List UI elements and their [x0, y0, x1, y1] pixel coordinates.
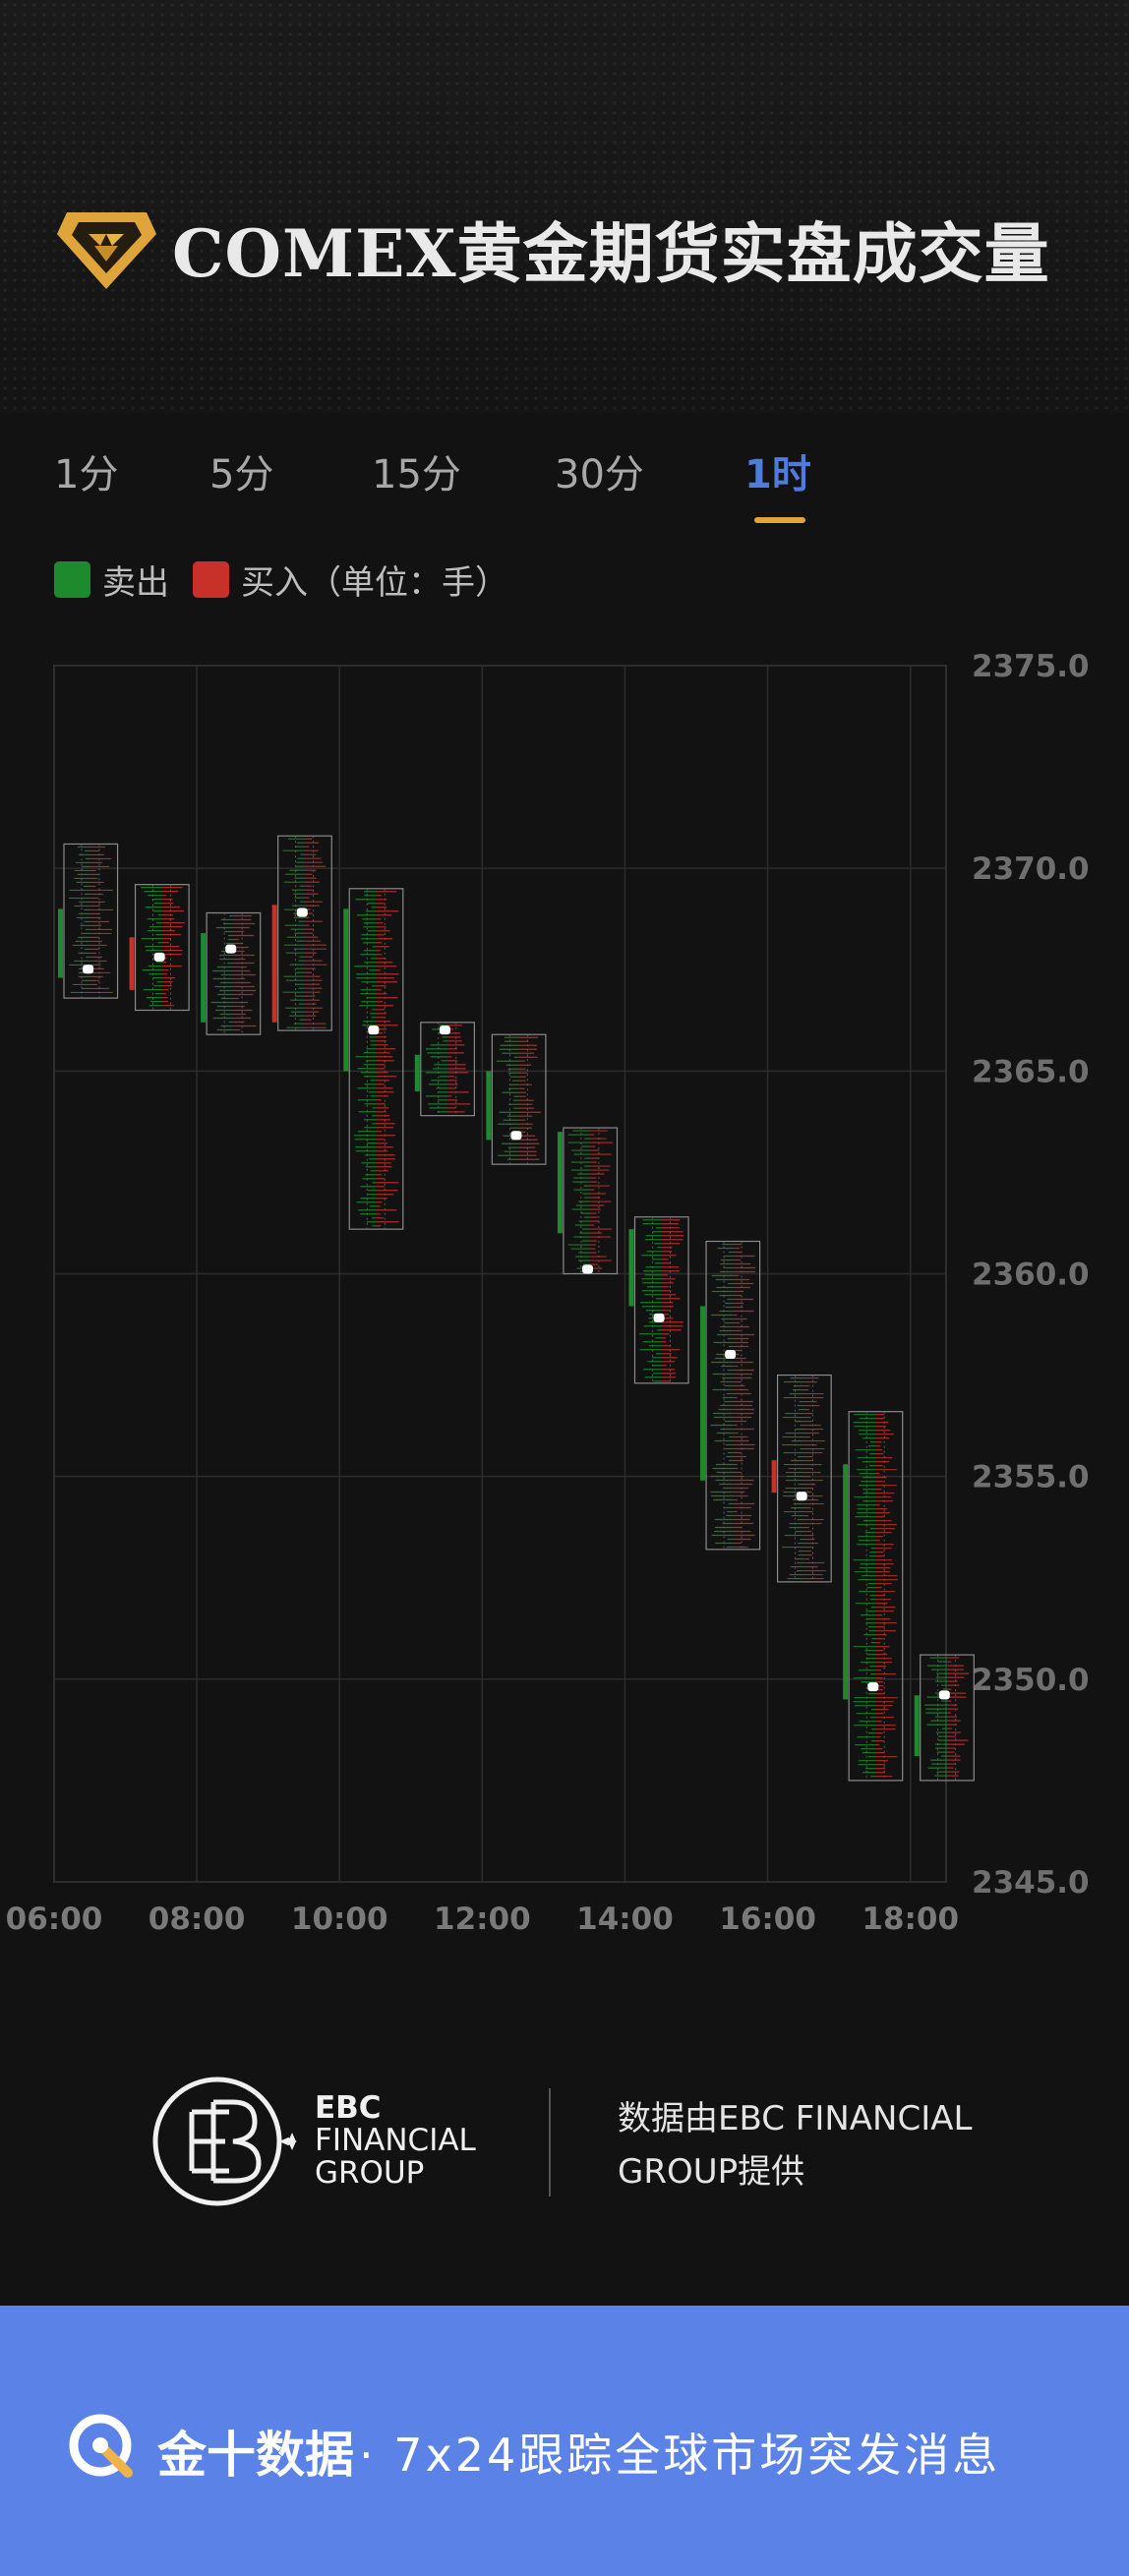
legend-sell: 卖出	[54, 556, 169, 604]
candle-body	[58, 908, 63, 978]
profile-box	[277, 835, 332, 1031]
profile-box	[420, 1022, 475, 1117]
x-tick-label: 16:00	[719, 1902, 816, 1937]
poc-marker	[582, 1264, 594, 1274]
candle-body	[343, 908, 349, 1072]
profile-box	[491, 1033, 547, 1165]
legend: 卖出 买入（单位：手）	[54, 556, 532, 604]
ebc-wordmark-line1: EBC	[315, 2090, 382, 2126]
x-tick-label: 12:00	[434, 1902, 531, 1937]
tab-5min[interactable]: 5分	[209, 452, 274, 498]
profile-box	[848, 1411, 904, 1782]
profile-box	[633, 1216, 689, 1384]
tab-15min[interactable]: 15分	[372, 452, 461, 498]
page-title: COMEX黄金期货实盘成交量	[172, 214, 1050, 292]
data-provider-text: 数据由EBC FINANCIAL GROUP提供	[618, 2099, 973, 2192]
x-tick-label: 18:00	[862, 1902, 959, 1937]
legend-sell-label: 卖出	[102, 563, 169, 603]
profile-box	[63, 843, 119, 999]
volume-profile-chart: 2375.0 2370.0 2365.0 2360.0 2355.0 2350.0 2345…	[6, 649, 1090, 1937]
legend-sell-swatch	[54, 561, 90, 598]
profile-box	[920, 1654, 975, 1782]
x-tick-label: 06:00	[6, 1902, 103, 1937]
poc-marker	[225, 944, 237, 954]
candle-body	[129, 937, 135, 990]
tab-1hour[interactable]: 1时	[744, 452, 811, 498]
poc-marker	[725, 1349, 737, 1359]
profile-box	[776, 1374, 832, 1583]
promo-banner[interactable]: 金十数据 · 7x24跟踪全球市场突发消息	[0, 2306, 1129, 2576]
banner-slogan: · 7x24跟踪全球市场突发消息	[359, 2429, 1001, 2482]
candle-body	[700, 1306, 706, 1481]
timeframe-tabs: 1分 5分 15分 30分 1时	[0, 442, 1129, 531]
poc-marker	[439, 1025, 450, 1035]
profile-box	[134, 884, 190, 1012]
x-tick-label: 08:00	[149, 1902, 246, 1937]
legend-buy-label: 买入（单位：手）	[241, 563, 508, 603]
y-tick-label: 2375.0	[972, 649, 1090, 684]
poc-marker	[368, 1025, 380, 1035]
y-tick-label: 2345.0	[972, 1865, 1090, 1901]
candle-body	[557, 1132, 563, 1234]
x-tick-label: 10:00	[291, 1902, 388, 1937]
candle-body	[914, 1695, 920, 1757]
poc-marker	[153, 952, 165, 962]
y-tick-label: 2350.0	[972, 1663, 1090, 1698]
candle-body	[771, 1460, 777, 1493]
poc-marker	[938, 1690, 950, 1700]
profile-box	[705, 1240, 761, 1551]
candle-body	[414, 1054, 420, 1091]
profile-box	[206, 911, 262, 1035]
candle-body	[271, 905, 277, 1023]
poc-marker	[867, 1682, 879, 1692]
ebc-logo-icon	[152, 2077, 297, 2206]
y-tick-label: 2360.0	[972, 1258, 1090, 1293]
banner-brand: 金十数据	[157, 2427, 354, 2484]
active-tab-indicator	[754, 517, 805, 523]
ebc-wordmark-line3: GROUP	[315, 2155, 425, 2191]
diamond-logo-icon	[57, 211, 156, 289]
candle-body	[486, 1071, 492, 1141]
legend-buy: 买入（单位：手）	[193, 556, 508, 604]
legend-buy-swatch	[193, 561, 229, 598]
ebc-wordmark-line2: FINANCIAL	[315, 2123, 476, 2158]
y-tick-label: 2355.0	[972, 1460, 1090, 1495]
poc-marker	[796, 1492, 807, 1501]
ebc-wordmark: EBC FINANCIAL GROUP	[315, 2092, 476, 2190]
poc-marker	[510, 1131, 522, 1141]
poc-marker	[653, 1313, 665, 1322]
poc-marker	[296, 907, 308, 917]
poc-marker	[83, 965, 94, 974]
y-tick-label: 2365.0	[972, 1054, 1090, 1089]
header-background: COMEX黄金期货实盘成交量	[0, 0, 1129, 413]
x-tick-label: 14:00	[576, 1902, 674, 1937]
profile-box	[563, 1127, 619, 1275]
candle-body	[843, 1464, 849, 1700]
footer-divider	[549, 2088, 551, 2196]
tab-30min[interactable]: 30分	[555, 452, 644, 498]
jin10-logo-icon	[69, 2414, 133, 2478]
candle-body	[201, 933, 207, 1023]
profile-box	[348, 888, 404, 1230]
candle-body	[628, 1229, 634, 1307]
title-row: COMEX黄金期货实盘成交量	[55, 202, 1050, 295]
tab-1min[interactable]: 1分	[54, 452, 119, 498]
y-tick-label: 2370.0	[972, 851, 1090, 887]
